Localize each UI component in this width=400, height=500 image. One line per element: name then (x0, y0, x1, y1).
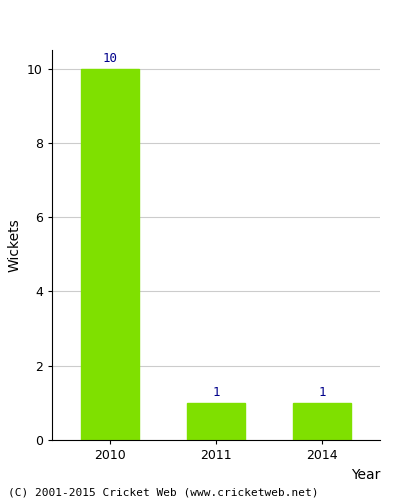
Text: 1: 1 (212, 386, 220, 399)
Y-axis label: Wickets: Wickets (8, 218, 22, 272)
Text: 1: 1 (318, 386, 326, 399)
Text: 10: 10 (103, 52, 118, 65)
Text: (C) 2001-2015 Cricket Web (www.cricketweb.net): (C) 2001-2015 Cricket Web (www.cricketwe… (8, 488, 318, 498)
X-axis label: Year: Year (351, 468, 380, 481)
Bar (293, 403, 351, 440)
Bar (187, 403, 245, 440)
Bar (81, 68, 139, 440)
